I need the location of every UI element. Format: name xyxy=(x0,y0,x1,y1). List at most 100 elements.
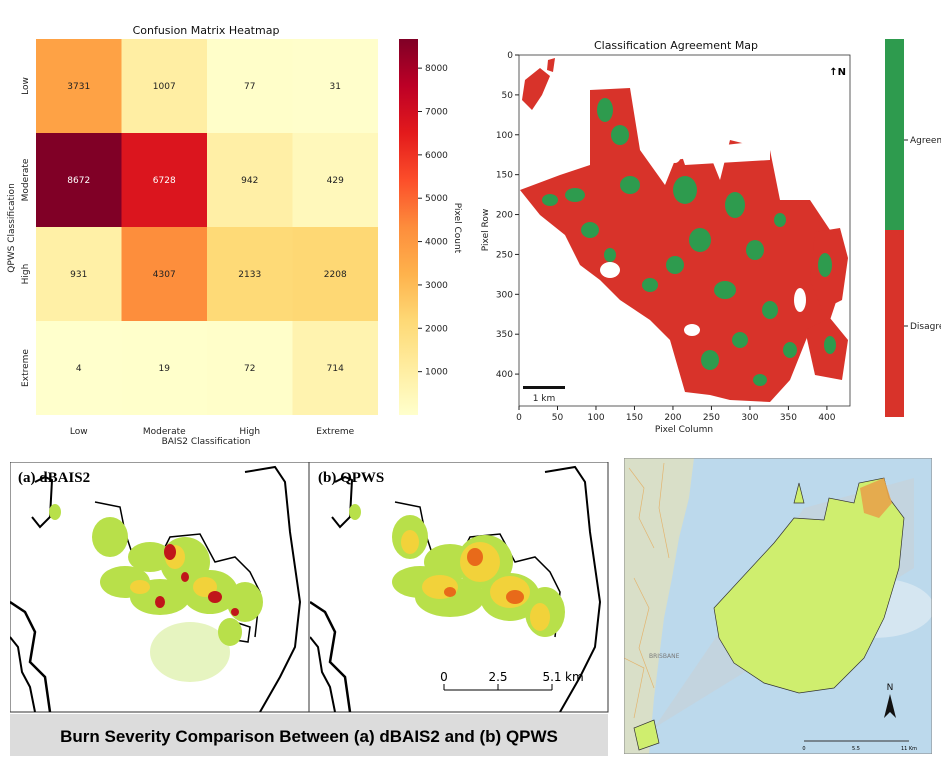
agreement-y-tick: 250 xyxy=(496,250,513,260)
colorbar-ticks: 1000 2000 3000 4000 5000 6000 7000 8000 xyxy=(418,64,448,378)
agreement-y-tick: 300 xyxy=(496,290,513,300)
heatmap-y-label: QPWS Classification xyxy=(7,183,17,273)
north-arrow-icon xyxy=(884,694,896,718)
heatmap-cell xyxy=(36,39,122,133)
colorbar-tick-label: 2000 xyxy=(425,324,448,334)
heatmap-cell-value: 2208 xyxy=(324,270,347,280)
scale-tick-0: 0 xyxy=(440,670,448,684)
loc-scale-0: 0 xyxy=(802,746,805,752)
panel-b-map xyxy=(310,465,602,712)
agreement-y-tick: 50 xyxy=(502,91,514,101)
agreement-x-tick: 300 xyxy=(741,413,758,423)
colorbar-tick-label: 7000 xyxy=(425,107,448,117)
heatmap-cell-value: 8672 xyxy=(67,176,90,186)
heatmap-y-tick: High xyxy=(21,264,31,285)
heatmap-title: Confusion Matrix Heatmap xyxy=(133,24,280,37)
colorbar-tick-label: 1000 xyxy=(425,368,448,378)
heatmap-x-ticks: Low Moderate High Extreme xyxy=(70,427,355,437)
agreement-map-title: Classification Agreement Map xyxy=(594,39,758,52)
agreement-y-tick: 400 xyxy=(496,370,513,380)
scalebar xyxy=(523,386,565,389)
location-map: BRISBANE N 0 5.5 11 Km xyxy=(624,458,932,754)
agreement-y-tick: 0 xyxy=(507,51,513,61)
legend-agreement-label: Agreement xyxy=(910,136,941,146)
heatmap-x-tick: Moderate xyxy=(143,427,186,437)
heatmap-cell xyxy=(292,39,378,133)
heatmap-cell-value: 6728 xyxy=(153,176,176,186)
heatmap-cell-value: 4307 xyxy=(153,270,176,280)
heatmap-x-label: BAIS2 Classification xyxy=(162,437,251,447)
heatmap-cell-value: 72 xyxy=(244,364,255,374)
heatmap-cell xyxy=(207,133,293,227)
caption-bar xyxy=(10,714,608,756)
colorbar-tick-label: 3000 xyxy=(425,281,448,291)
agreement-x-tick: 0 xyxy=(516,413,522,423)
scale-unit: km xyxy=(565,670,584,684)
agreement-y-tick: 350 xyxy=(496,330,513,340)
heatmap-colorbar xyxy=(399,39,418,415)
heatmap-cell xyxy=(292,133,378,227)
scale-tick-1: 2.5 xyxy=(488,670,507,684)
scalebar-label: 1 km xyxy=(533,394,556,404)
heatmap-cell-value: 2133 xyxy=(238,270,261,280)
agreement-x-label: Pixel Column xyxy=(655,425,713,435)
heatmap-x-tick: Low xyxy=(70,427,88,437)
heatmap-y-tick: Extreme xyxy=(21,349,31,387)
agreement-y-tick: 150 xyxy=(496,171,513,181)
agreement-y-ticks: 0 50 100 150 200 250 300 350 400 xyxy=(496,51,519,380)
colorbar-tick-label: 5000 xyxy=(425,194,448,204)
agreement-x-ticks: 0 50 100 150 200 250 300 350 400 xyxy=(516,406,836,423)
heatmap-cell-value: 429 xyxy=(327,176,344,186)
heatmap-cell-value: 1007 xyxy=(153,82,176,92)
severity-comparison-figure: (a) dBAIS2 (b) QPWS 0 2.5 5.1 km Burn xyxy=(10,462,609,756)
heatmap-cell xyxy=(121,227,207,321)
panel-a-map xyxy=(10,465,302,712)
colorbar-label: Pixel Count xyxy=(452,203,462,254)
heatmap-cell xyxy=(36,321,122,415)
agreement-x-tick: 350 xyxy=(780,413,797,423)
agreement-y-label: Pixel Row xyxy=(481,209,491,251)
heatmap-cell-value: 942 xyxy=(241,176,258,186)
heatmap-cell-value: 77 xyxy=(244,82,255,92)
legend-agreement-swatch xyxy=(885,39,904,230)
agreement-x-tick: 250 xyxy=(703,413,720,423)
heatmap-cell-value: 19 xyxy=(159,364,171,374)
north-arrow: ↑N xyxy=(829,67,846,78)
heatmap-cell xyxy=(207,227,293,321)
heatmap-cell xyxy=(121,39,207,133)
colorbar-tick-label: 4000 xyxy=(425,238,448,248)
agreement-x-tick: 150 xyxy=(626,413,643,423)
heatmap-cell-value: 31 xyxy=(330,82,341,92)
heatmap-cells: 3731 1007 77 31 8672 6728 942 429 931 4307 2133 220… xyxy=(36,39,378,415)
heatmap-cell xyxy=(292,321,378,415)
legend-disagreement-swatch xyxy=(885,230,904,417)
heatmap-x-tick: Extreme xyxy=(316,427,354,437)
panel-a-label: (a) dBAIS2 xyxy=(18,470,90,486)
heatmap-cell xyxy=(36,227,122,321)
heatmap-cell xyxy=(207,39,293,133)
agreement-map-area xyxy=(520,58,848,402)
legend-disagreement-label: Disagreement xyxy=(910,322,941,332)
heatmap-cell xyxy=(36,133,122,227)
city-label: BRISBANE xyxy=(649,653,680,660)
heatmap-cell-value: 4 xyxy=(76,364,82,374)
panel-b-label: (b) QPWS xyxy=(318,470,384,486)
location-north-label: N xyxy=(887,683,894,693)
agreement-map-chart: Classification Agreement Map 1 km ↑N xyxy=(481,39,941,435)
comparison-caption: Burn Severity Comparison Between (a) dBA… xyxy=(60,727,558,746)
loc-scale-1: 5.5 xyxy=(852,746,860,752)
scale-tick-2: 5.1 xyxy=(542,670,561,684)
heatmap-y-tick: Moderate xyxy=(21,158,31,201)
confusion-matrix-chart: Confusion Matrix Heatmap 3731 1007 77 31 867… xyxy=(7,24,462,447)
agreement-y-tick: 100 xyxy=(496,131,513,141)
loc-scale-2: 11 Km xyxy=(901,746,917,752)
heatmap-cell-value: 714 xyxy=(327,364,344,374)
agreement-x-tick: 100 xyxy=(587,413,604,423)
heatmap-cell xyxy=(121,321,207,415)
agreement-y-tick: 200 xyxy=(496,211,513,221)
agreement-x-tick: 200 xyxy=(664,413,681,423)
heatmap-cell xyxy=(207,321,293,415)
agreement-x-tick: 400 xyxy=(818,413,835,423)
heatmap-cell xyxy=(292,227,378,321)
heatmap-y-ticks: Low Moderate High Extreme xyxy=(21,77,31,387)
